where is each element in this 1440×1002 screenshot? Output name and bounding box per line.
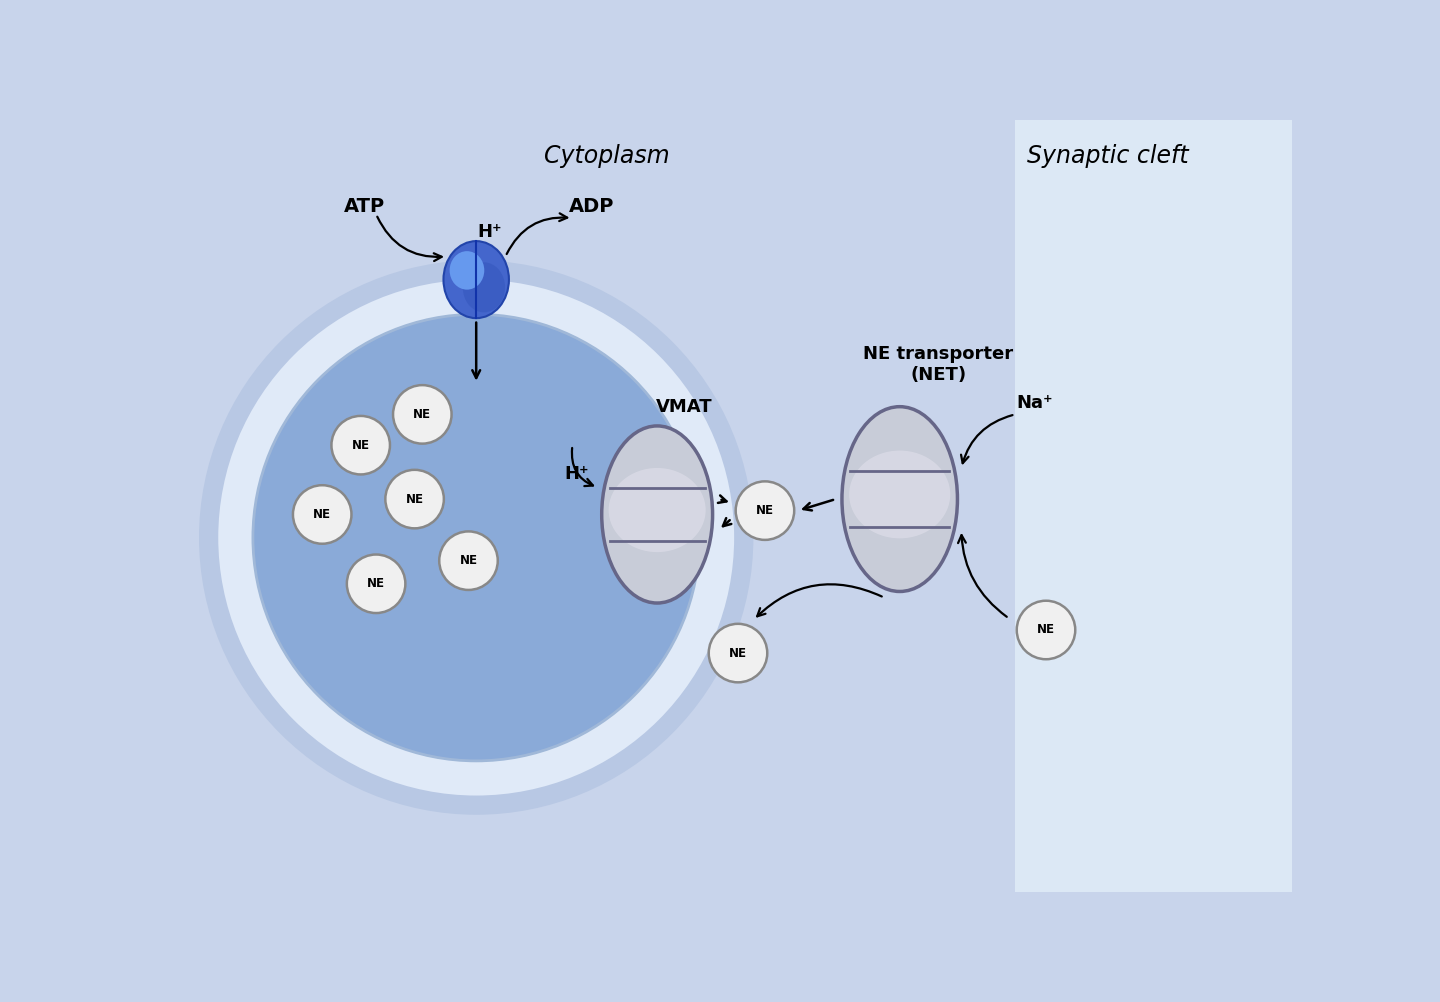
Text: Synaptic cleft: Synaptic cleft [1027,144,1188,168]
Circle shape [1017,601,1076,659]
Circle shape [393,385,452,444]
Ellipse shape [842,407,958,591]
Ellipse shape [444,241,508,318]
Text: Na⁺: Na⁺ [1017,394,1053,412]
Circle shape [736,481,795,540]
Text: NE: NE [351,439,370,452]
Text: Cytoplasm: Cytoplasm [544,144,670,168]
Circle shape [331,416,390,474]
Text: NE: NE [367,577,384,590]
Circle shape [292,485,351,544]
Circle shape [386,470,444,528]
Text: NE: NE [729,646,747,659]
Circle shape [708,624,768,682]
Text: NE: NE [314,508,331,521]
Text: NE: NE [413,408,432,421]
Text: ATP: ATP [344,197,384,216]
PathPatch shape [1015,120,1293,892]
Ellipse shape [602,426,713,603]
Text: NE: NE [459,554,478,567]
Ellipse shape [462,263,505,313]
Text: VMAT: VMAT [655,398,713,416]
Text: NE: NE [756,504,773,517]
Text: NE transporter
(NET): NE transporter (NET) [863,345,1014,384]
Text: NE: NE [1037,623,1056,636]
Circle shape [347,554,406,613]
Circle shape [439,531,498,590]
Ellipse shape [850,451,950,538]
Text: H⁺: H⁺ [478,222,503,240]
Text: NE: NE [406,493,423,506]
Circle shape [219,280,734,796]
Circle shape [199,261,753,815]
Circle shape [253,315,700,761]
Text: ADP: ADP [569,197,615,216]
Text: H⁺: H⁺ [564,466,589,483]
Ellipse shape [609,468,706,552]
Ellipse shape [449,252,484,290]
